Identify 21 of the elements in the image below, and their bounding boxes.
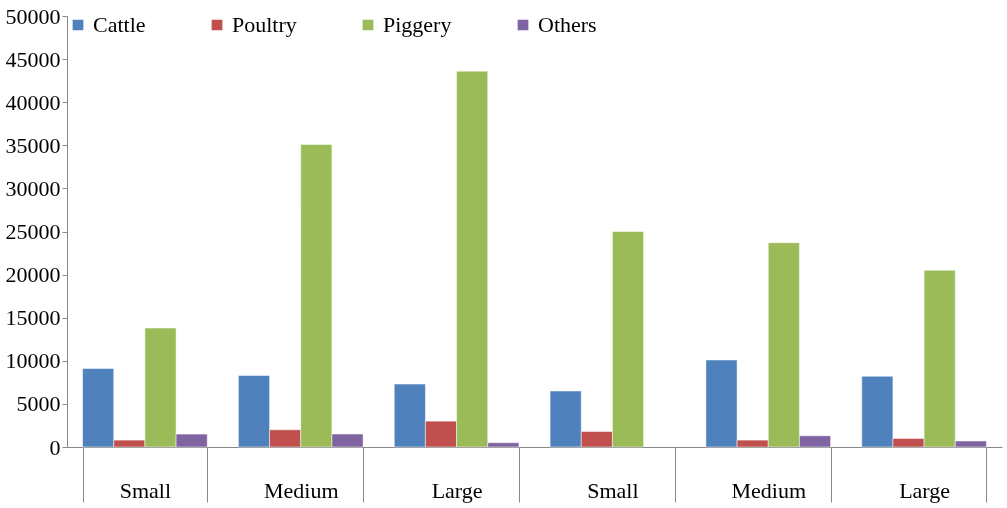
x-tick-label: Medium — [263, 477, 339, 503]
y-tick-label: 15000 — [5, 305, 61, 331]
x-tick-label: Small — [119, 477, 172, 503]
y-tick-label: 10000 — [5, 348, 61, 374]
y-tick-label: 35000 — [5, 132, 61, 158]
y-tick-label: 45000 — [5, 46, 61, 72]
legend-label: Poultry — [232, 12, 297, 37]
y-tick-label: 50000 — [5, 3, 61, 29]
legend-label: Piggery — [383, 12, 452, 37]
x-tick-label: Medium — [731, 477, 807, 503]
x-tick-label: Large — [899, 477, 951, 503]
y-tick-label: 0 — [49, 434, 61, 460]
y-tick-label: 30000 — [5, 175, 61, 201]
legend-label: Cattle — [93, 12, 146, 37]
y-tick-label: 25000 — [5, 219, 61, 244]
x-tick-label: Small — [587, 477, 639, 503]
y-tick-label: 5000 — [16, 391, 61, 417]
legend-label: Others — [538, 12, 597, 37]
y-tick-label: 40000 — [5, 89, 61, 115]
x-tick-label: Large — [431, 477, 483, 503]
y-tick-label: 20000 — [5, 262, 61, 288]
